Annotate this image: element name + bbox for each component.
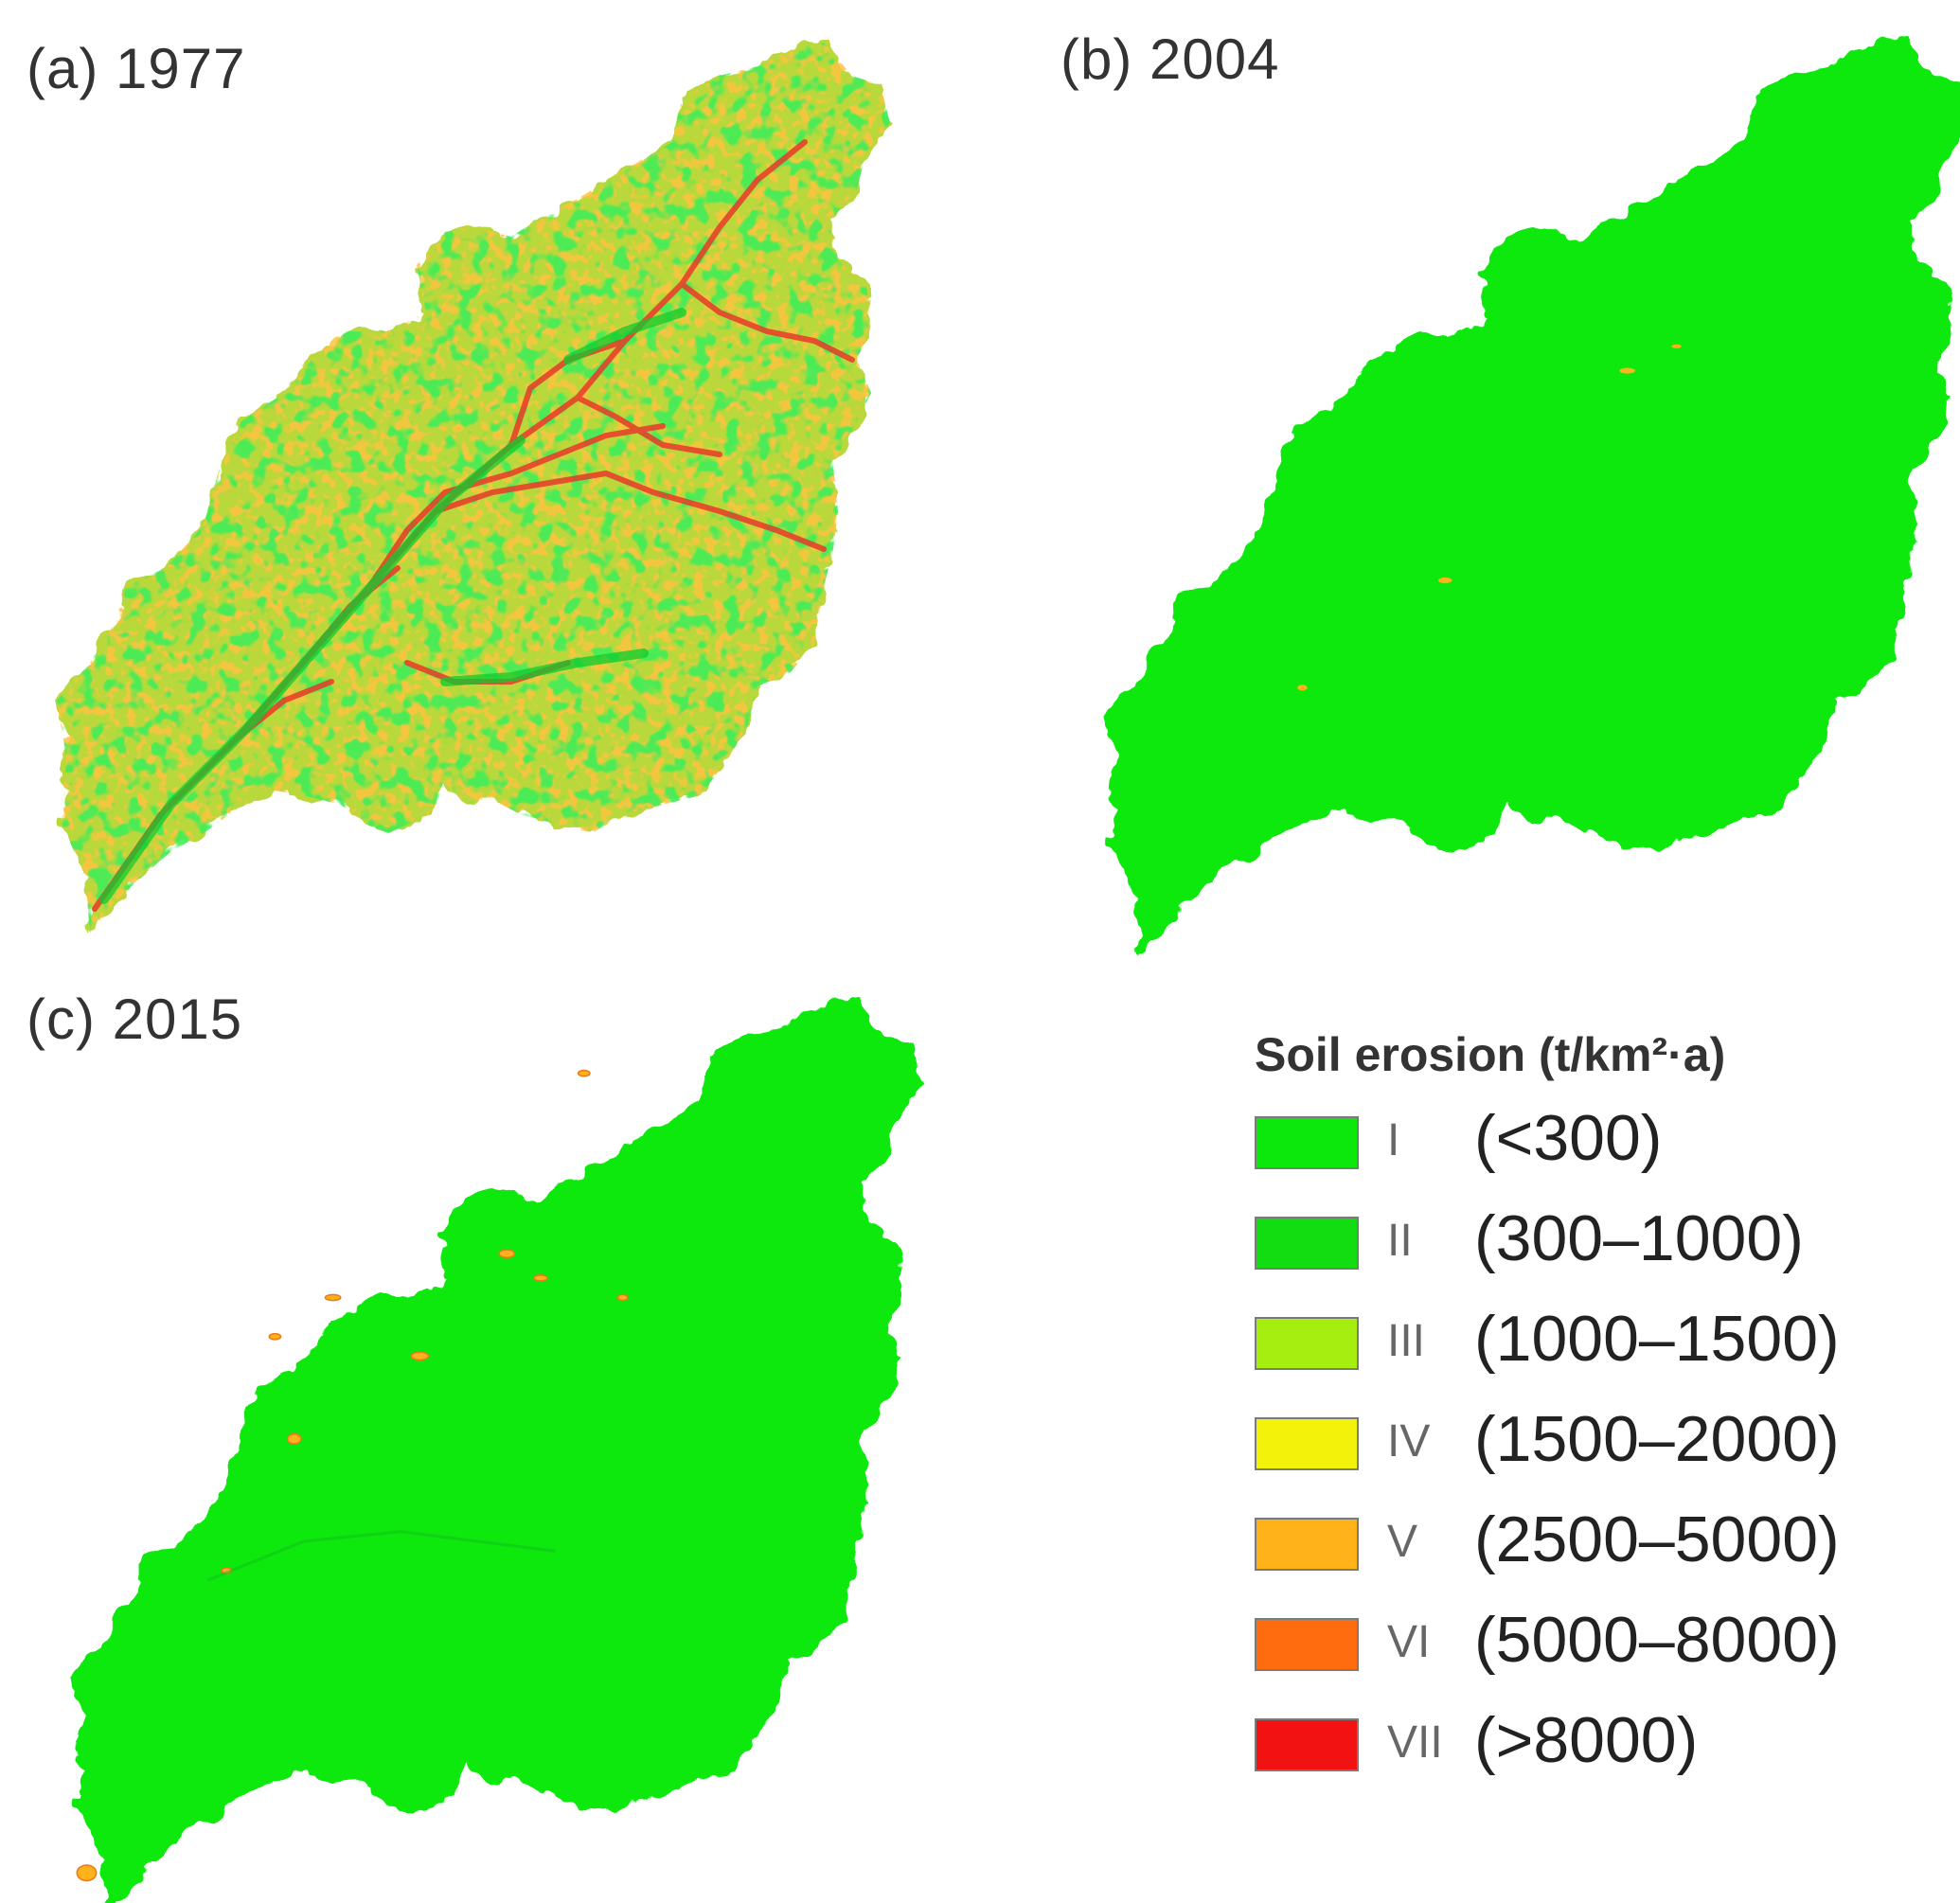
legend-swatch <box>1255 1116 1359 1169</box>
legend-swatch <box>1255 1417 1359 1470</box>
panel-title-2015: (c) 2015 <box>27 987 243 1051</box>
legend-item: III (1000–1500) <box>1255 1303 1936 1408</box>
legend-grade: VI <box>1387 1617 1431 1667</box>
legend-item: V (2500–5000) <box>1255 1503 1936 1609</box>
legend-item: VI (5000–8000) <box>1255 1604 1936 1709</box>
panel-title-1977: (a) 1977 <box>27 37 246 100</box>
legend-range: (<300) <box>1474 1102 1663 1174</box>
panel-title-2004: (b) 2004 <box>1060 27 1280 91</box>
legend-range: (5000–8000) <box>1474 1604 1840 1676</box>
legend-range: (1500–2000) <box>1474 1403 1840 1475</box>
legend-grade: II <box>1387 1216 1413 1266</box>
legend-item: I (<300) <box>1255 1102 1936 1207</box>
legend-item: VII (>8000) <box>1255 1704 1936 1809</box>
legend-title: Soil erosion (t/km²·a) <box>1255 1028 1726 1081</box>
legend-grade: V <box>1387 1517 1418 1567</box>
map-2015 <box>72 1000 922 1903</box>
legend-grade: I <box>1387 1115 1400 1165</box>
legend-swatch <box>1255 1718 1359 1771</box>
legend-grade: VII <box>1387 1717 1443 1768</box>
legend-range: (300–1000) <box>1474 1202 1804 1274</box>
legend-swatch <box>1255 1217 1359 1270</box>
minor-erosion-patches-2015 <box>76 1069 629 1882</box>
legend-swatch <box>1255 1618 1359 1671</box>
legend-range: (>8000) <box>1474 1704 1699 1776</box>
legend-swatch <box>1255 1518 1359 1571</box>
legend-range: (2500–5000) <box>1474 1503 1840 1575</box>
legend-swatch <box>1255 1317 1359 1370</box>
legend-rows: I (<300) II (300–1000) III (1000–1500) IV (1500… <box>1255 1102 1936 1809</box>
legend-item: II (300–1000) <box>1255 1202 1936 1307</box>
legend: Soil erosion (t/km²·a) I (<300) II (300–100… <box>1255 1027 1936 1809</box>
map-1977 <box>57 43 890 933</box>
legend-grade: IV <box>1387 1416 1431 1467</box>
legend-grade: III <box>1387 1316 1426 1366</box>
map-2004 <box>1105 39 1960 956</box>
minor-erosion-patches-2004 <box>1297 344 1682 691</box>
legend-item: IV (1500–2000) <box>1255 1403 1936 1508</box>
legend-range: (1000–1500) <box>1474 1303 1840 1375</box>
